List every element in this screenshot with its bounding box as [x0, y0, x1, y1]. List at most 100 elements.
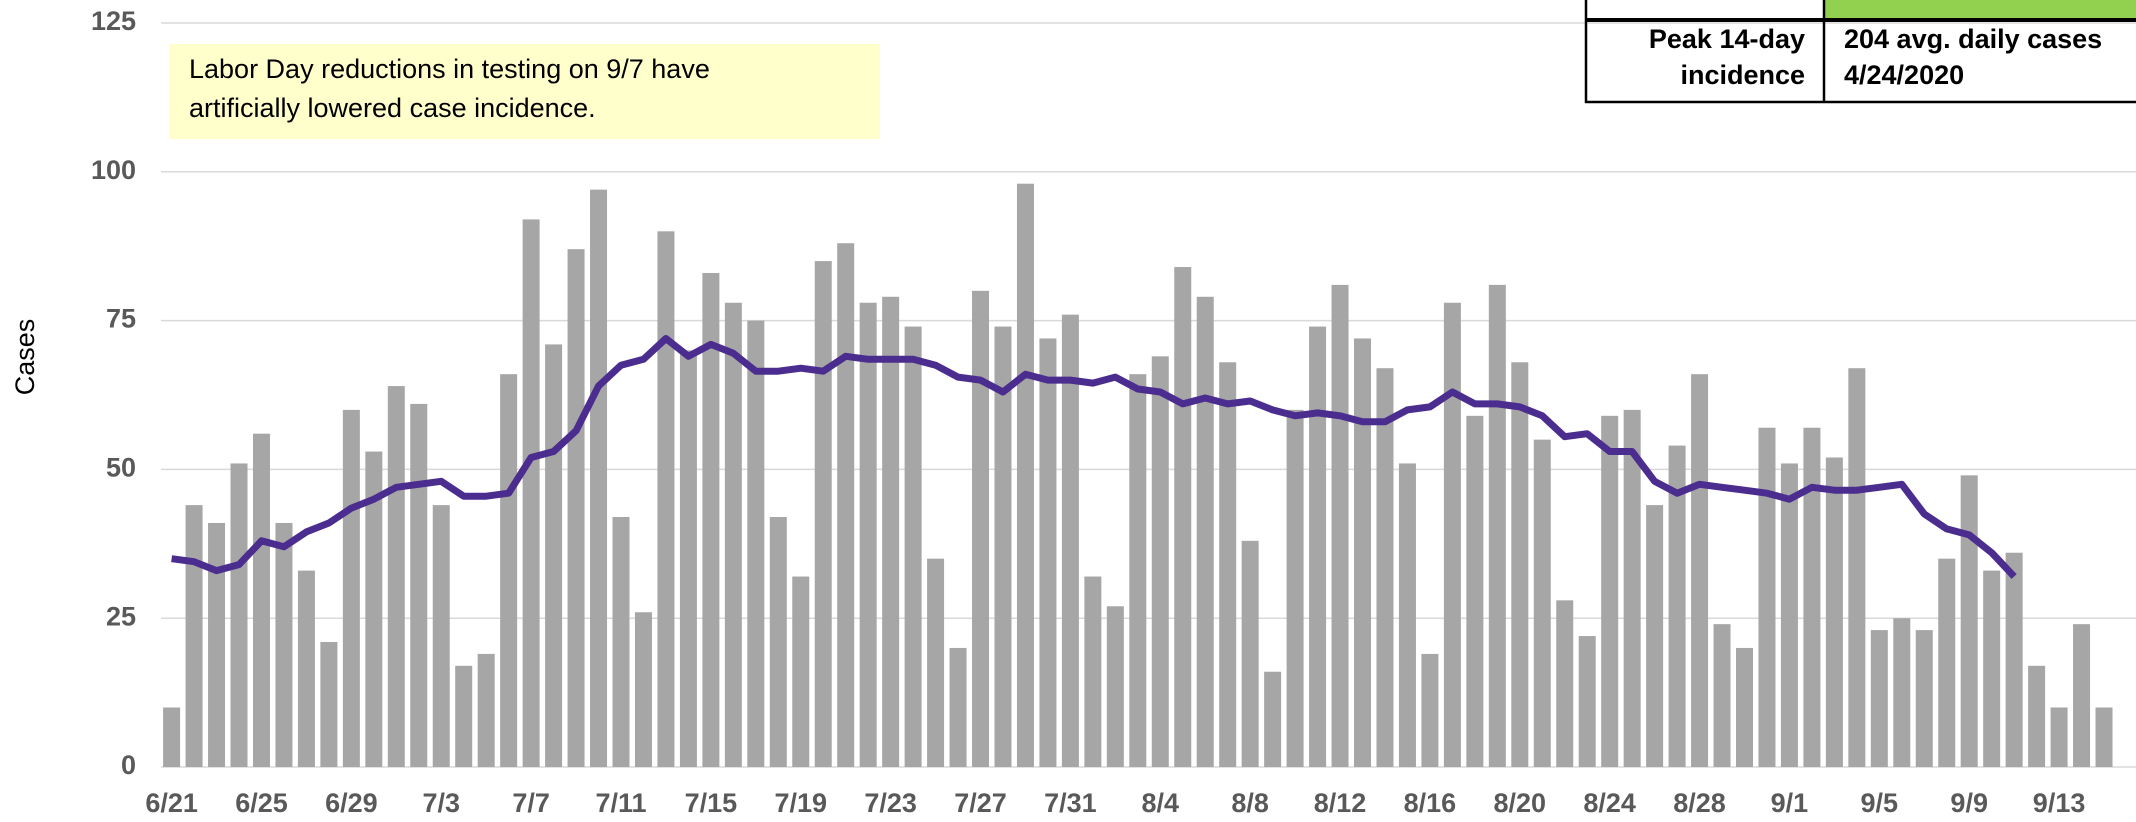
bar	[342, 409, 360, 767]
x-tick-label: 7/19	[774, 788, 827, 818]
y-tick-label: 100	[91, 155, 136, 185]
bar	[1915, 630, 1933, 767]
bar	[1084, 576, 1102, 767]
bar	[590, 189, 608, 767]
bar	[252, 433, 270, 767]
bar	[1241, 540, 1259, 767]
bar	[1061, 314, 1079, 767]
bar	[522, 219, 540, 767]
bar	[612, 517, 630, 767]
x-tick-label: 6/29	[325, 788, 378, 818]
bar	[275, 522, 293, 767]
bar	[545, 344, 563, 767]
bar	[1219, 362, 1237, 767]
bar	[1825, 457, 1843, 767]
bar	[1106, 606, 1124, 767]
x-tick-label: 7/15	[685, 788, 738, 818]
bar	[1556, 600, 1574, 767]
bar	[410, 403, 428, 767]
bar	[1286, 409, 1304, 767]
bar	[1039, 338, 1057, 767]
x-tick-label: 9/13	[2033, 788, 2086, 818]
bar	[1601, 415, 1619, 767]
bar	[230, 463, 248, 767]
bar	[1983, 570, 2001, 767]
bar	[1780, 463, 1798, 767]
x-tick-label: 7/31	[1044, 788, 1097, 818]
bar	[1331, 284, 1349, 767]
x-tick-label: 8/16	[1404, 788, 1457, 818]
bar	[297, 570, 315, 767]
bar	[972, 290, 990, 767]
bar	[1713, 624, 1731, 767]
x-tick-label: 7/23	[864, 788, 917, 818]
y-tick-label: 75	[106, 304, 136, 334]
bar	[634, 612, 652, 767]
bar	[1870, 630, 1888, 767]
bar	[1691, 374, 1709, 767]
bar	[1421, 653, 1439, 767]
bar	[814, 261, 832, 767]
bar	[2005, 552, 2023, 767]
bar	[1196, 296, 1214, 767]
bar	[1758, 427, 1776, 767]
bar	[1893, 618, 1911, 767]
y-axis-label: Cases	[10, 319, 40, 396]
annotation-text: artificially lowered case incidence.	[189, 93, 596, 123]
bar	[365, 451, 383, 767]
bar	[567, 249, 585, 767]
bar	[724, 302, 742, 767]
bar	[1736, 647, 1753, 767]
y-tick-label: 50	[106, 453, 136, 483]
y-tick-label: 0	[121, 750, 136, 780]
bar	[1803, 427, 1821, 767]
table-cell: 204 avg. daily cases	[1844, 24, 2102, 54]
bar	[904, 326, 922, 767]
bar	[1309, 326, 1327, 767]
bar	[747, 320, 765, 767]
bar	[387, 386, 405, 767]
bar	[927, 558, 945, 767]
table-cell: 4/24/2020	[1844, 60, 1964, 90]
bar	[1511, 362, 1529, 767]
bar	[185, 505, 203, 767]
x-tick-label: 6/25	[235, 788, 288, 818]
annotation-box	[169, 44, 880, 139]
bar	[1443, 302, 1461, 767]
bar	[769, 517, 787, 767]
bar	[1151, 356, 1169, 767]
bar	[2095, 707, 2113, 767]
bar	[657, 231, 675, 767]
x-tick-label: 7/27	[954, 788, 1007, 818]
x-tick-label: 9/9	[1950, 788, 1988, 818]
bar	[1578, 636, 1596, 767]
x-tick-label: 7/7	[512, 788, 550, 818]
bar	[1174, 267, 1192, 767]
bar	[792, 576, 810, 767]
bar	[1398, 463, 1416, 767]
x-tick-label: 8/4	[1142, 788, 1180, 818]
x-tick-label: 7/11	[595, 788, 646, 818]
bar	[1129, 374, 1147, 767]
table-cell: Peak 14-day	[1649, 24, 1805, 54]
bar	[432, 505, 450, 767]
bar	[1533, 439, 1551, 767]
bar	[2050, 707, 2068, 767]
bar	[500, 374, 518, 767]
x-tick-label: 9/1	[1771, 788, 1809, 818]
table-cell: incidence	[1680, 60, 1805, 90]
bar	[1376, 368, 1394, 767]
x-tick-label: 8/20	[1494, 788, 1547, 818]
bar	[477, 653, 495, 767]
line	[171, 335, 2017, 579]
bar	[1354, 338, 1372, 767]
bar	[882, 296, 900, 767]
bar	[1646, 505, 1664, 767]
bar	[679, 350, 697, 767]
x-tick-label: 8/12	[1314, 788, 1367, 818]
x-tick-label: 9/5	[1861, 788, 1899, 818]
x-tick-label: 8/8	[1231, 788, 1269, 818]
bar	[1264, 671, 1282, 767]
bar	[1488, 284, 1506, 767]
